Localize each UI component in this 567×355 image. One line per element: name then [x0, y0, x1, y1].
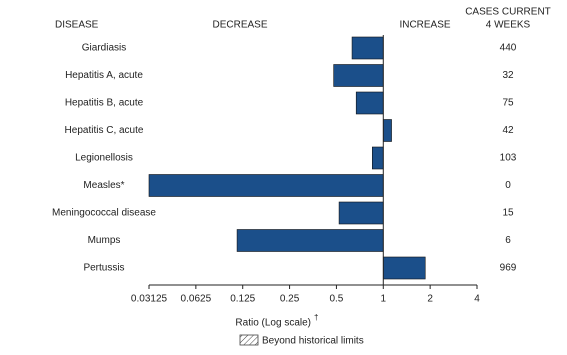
bar	[351, 36, 384, 60]
cases-value: 42	[502, 125, 514, 136]
bar	[148, 174, 384, 197]
category-label: Giardiasis	[82, 43, 126, 54]
category-label: Measles*	[83, 180, 124, 191]
bar	[355, 91, 384, 115]
bar	[382, 119, 392, 142]
category-label: Hepatitis A, acute	[65, 70, 143, 81]
cases-value: 75	[502, 98, 514, 109]
cases-header: 4 WEEKS	[486, 20, 531, 31]
x-axis-label: Ratio (Log scale)	[235, 318, 311, 329]
x-tick-label: 0.03125	[131, 294, 168, 305]
bar	[338, 201, 384, 225]
cases-value: 15	[502, 208, 514, 219]
x-tick-label: 4	[474, 294, 480, 305]
bar	[333, 64, 384, 87]
cases-value: 0	[505, 180, 511, 191]
decrease-header: DECREASE	[212, 20, 267, 31]
x-tick-label: 0.25	[280, 294, 300, 305]
x-tick-label: 0.5	[329, 294, 343, 305]
category-label: Legionellosis	[75, 153, 133, 164]
category-label: Pertussis	[83, 263, 124, 274]
cases-value: 32	[502, 70, 514, 81]
cases-value: 969	[500, 263, 517, 274]
x-tick-label: 0.0625	[181, 294, 212, 305]
cases-header: CASES CURRENT	[465, 7, 551, 18]
legend-swatch	[239, 334, 259, 346]
category-label: Hepatitis C, acute	[65, 125, 144, 136]
category-label: Meningococcal disease	[52, 208, 156, 219]
cases-value: 6	[505, 235, 511, 246]
bar	[236, 229, 384, 252]
cases-value: 440	[500, 43, 517, 54]
disease-header: DISEASE	[55, 20, 99, 31]
category-label: Hepatitis B, acute	[65, 98, 144, 109]
bar	[371, 146, 384, 170]
increase-header: INCREASE	[399, 20, 450, 31]
x-tick-label: 0.125	[230, 294, 255, 305]
legend-label: Beyond historical limits	[262, 336, 364, 347]
cases-value: 103	[500, 153, 517, 164]
x-tick-label: 1	[381, 294, 387, 305]
x-axis-label-note: †	[314, 313, 318, 322]
x-tick-label: 2	[427, 294, 433, 305]
bar	[382, 256, 426, 280]
category-label: Mumps	[88, 235, 121, 246]
